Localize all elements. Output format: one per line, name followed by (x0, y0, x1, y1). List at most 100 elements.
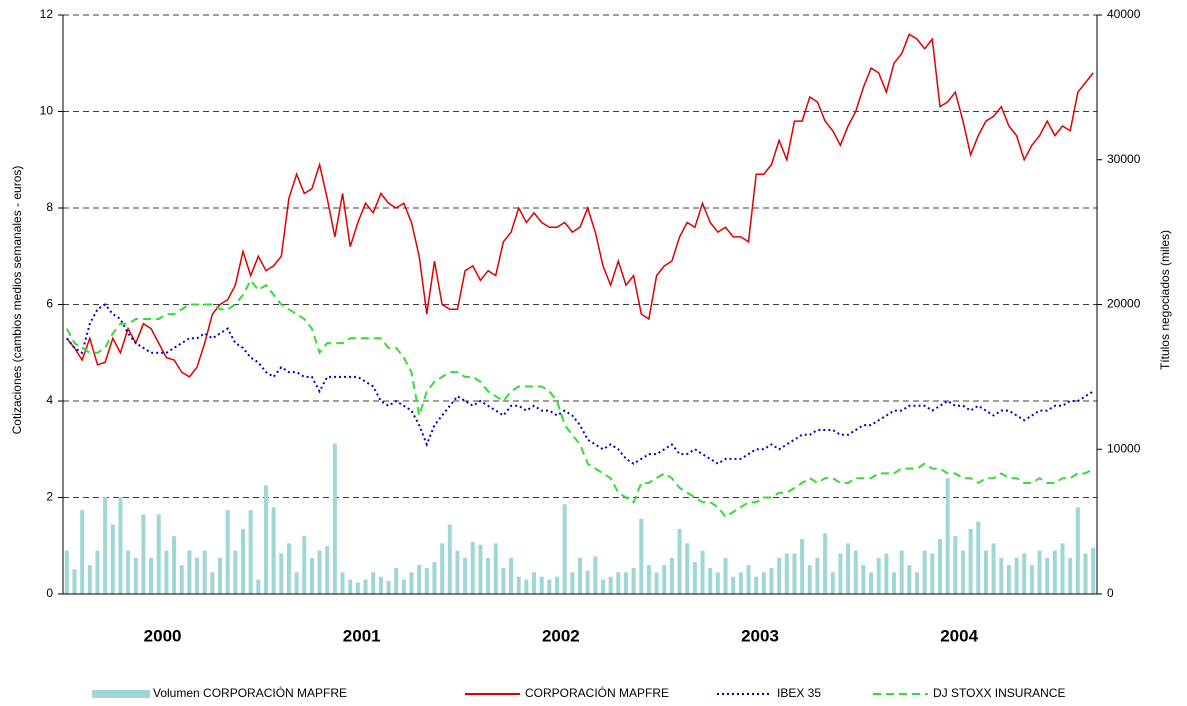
volume-bar (915, 572, 920, 594)
volume-bar (777, 557, 782, 594)
year-label: 2000 (144, 626, 182, 645)
volume-bar (187, 550, 192, 594)
volume-bar (532, 572, 537, 594)
volume-bar (937, 538, 942, 594)
volume-bar (363, 579, 368, 594)
volume-bar (723, 557, 728, 594)
volume-bar (263, 485, 268, 594)
volume-bar (424, 567, 429, 594)
volume-bar (922, 550, 927, 594)
volume-bar (172, 536, 177, 594)
volume-bar (478, 544, 483, 594)
volume-bar (1083, 553, 1088, 594)
line-series (66, 303, 1094, 465)
y2-axis-label: Títulos negociados (miles) (1158, 230, 1172, 370)
volume-bar (240, 528, 245, 594)
volume-bar (677, 528, 682, 594)
volume-bar (294, 572, 299, 594)
volume-bar (340, 572, 345, 594)
volume-bar (547, 579, 552, 594)
volume-bar (853, 550, 858, 594)
volume-bar (440, 543, 445, 594)
volume-bar (784, 553, 789, 594)
volume-bar (1052, 550, 1057, 594)
volume-bar (708, 567, 713, 594)
volume-bar (761, 572, 766, 594)
volume-bar (861, 565, 866, 594)
volume-bar (1029, 565, 1034, 594)
volume-bar (654, 572, 659, 594)
volume-bar (401, 579, 406, 594)
volume-bar (524, 579, 529, 594)
volume-bar (600, 579, 605, 594)
volume-bar (64, 550, 69, 594)
y2-tick-label: 40000 (1107, 7, 1141, 21)
volume-bar (869, 572, 874, 594)
y-tick-label: 10 (40, 104, 54, 118)
volume-bar (348, 579, 353, 594)
volume-bar (1045, 557, 1050, 594)
volume-bar (953, 536, 958, 594)
volume-bar (715, 572, 720, 594)
year-label: 2003 (741, 626, 779, 645)
y2-tick-label: 30000 (1107, 152, 1141, 166)
volume-bar (279, 553, 284, 594)
volume-bar (110, 524, 115, 594)
volume-bar (700, 550, 705, 594)
volume-bar (516, 576, 521, 594)
year-label: 2002 (542, 626, 580, 645)
y-tick-label: 2 (46, 490, 53, 504)
volume-bar (945, 478, 950, 594)
volume-bar (1075, 507, 1080, 594)
line-series (65, 278, 1094, 519)
volume-bar (432, 562, 437, 594)
volume-bar (838, 553, 843, 594)
volume-bar (1006, 565, 1011, 594)
volume-bar (417, 565, 422, 594)
volume-bar (202, 550, 207, 594)
year-label: 2001 (343, 626, 381, 645)
volume-bar (256, 579, 261, 594)
volume-bar (141, 514, 146, 594)
volume-bar (493, 543, 498, 594)
volume-bar (1022, 553, 1027, 594)
volume-bar (286, 543, 291, 594)
volume-bar (631, 567, 636, 594)
volume-bar (394, 567, 399, 594)
volume-bar (807, 565, 812, 594)
legend-label: IBEX 35 (777, 686, 821, 700)
volume-bar (731, 576, 736, 594)
volume-bar (800, 538, 805, 594)
volume-bar (325, 546, 330, 594)
volume-bar (225, 510, 230, 594)
volume-bar (133, 557, 138, 594)
volume-bar (754, 576, 759, 594)
volume-bar (210, 572, 215, 594)
volume-bar (623, 572, 628, 594)
volume-bar (608, 576, 613, 594)
legend-label: CORPORACIÓN MAPFRE (525, 685, 669, 700)
volume-bar (409, 572, 414, 594)
y-tick-label: 0 (46, 586, 53, 600)
y-axis-label: Cotizaciones (cambios medios semanales -… (10, 166, 24, 435)
legend-label: DJ STOXX INSURANCE (933, 686, 1065, 700)
volume-bar (218, 557, 223, 594)
volume-bar (539, 576, 544, 594)
y2-tick-label: 10000 (1107, 441, 1141, 455)
volume-bar (1091, 547, 1096, 594)
volume-bar (317, 550, 322, 594)
volume-bar (179, 565, 184, 594)
volume-bar (271, 507, 276, 594)
volume-bar (692, 562, 697, 594)
volume-bar (999, 557, 1004, 594)
volume-bar (72, 569, 77, 594)
volume-bar (486, 557, 491, 594)
volume-bar (738, 572, 743, 594)
volume-bar (593, 556, 598, 594)
volume-bar (164, 550, 169, 594)
volume-bar (371, 572, 376, 594)
volume-bar (1068, 557, 1073, 594)
volume-bar (309, 557, 314, 594)
